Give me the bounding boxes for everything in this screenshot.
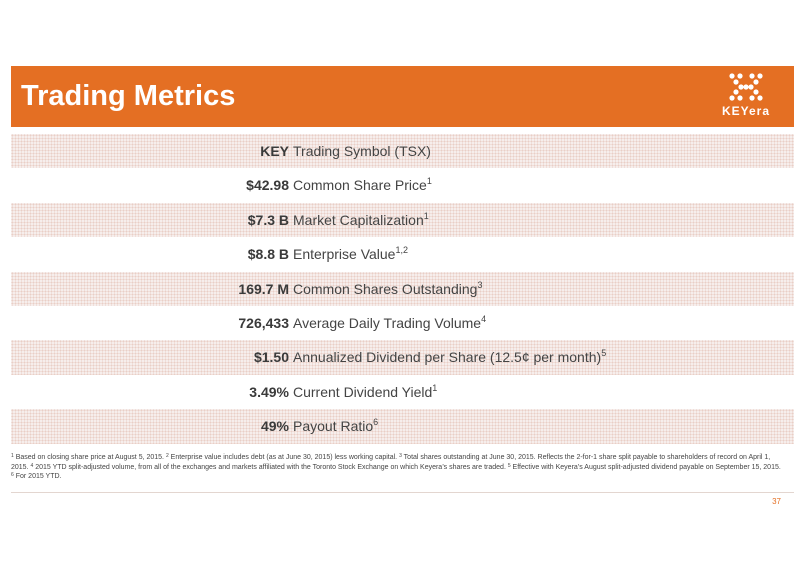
footnote-text: 2015 YTD split-adjusted volume, from all… <box>33 463 508 471</box>
footnotes: 1 Based on closing share price at August… <box>11 453 781 482</box>
footnote-text: Based on closing share price at August 5… <box>13 454 166 461</box>
metric-label-text: Common Shares Outstanding <box>293 280 478 297</box>
metric-label: Average Daily Trading Volume4 <box>293 306 486 340</box>
metric-label-text: Common Share Price <box>293 177 427 194</box>
metric-label-text: Current Dividend Yield <box>293 383 433 400</box>
footnote-text: Total shares outstanding at June 30, 201… <box>11 454 771 471</box>
trading-metrics-table: KEY Trading Symbol (TSX) $42.98 Common Shar… <box>11 134 794 444</box>
footnote-number: 6 <box>11 472 14 479</box>
footnote-ref: 1 <box>432 382 438 393</box>
footnote-text: For 2015 YTD. <box>13 473 62 481</box>
metric-label-text: Average Daily Trading Volume <box>293 314 482 331</box>
metric-value: 726,433 <box>238 314 289 331</box>
table-row: $7.3 B Market Capitalization1 <box>11 202 794 238</box>
metric-label: Enterprise Value1,2 <box>293 237 408 271</box>
table-row: 169.7 M Common Shares Outstanding3 <box>11 271 794 306</box>
metric-label: Market Capitalization1 <box>293 203 429 237</box>
metric-label-text: Trading Symbol (TSX) <box>293 143 431 159</box>
keyera-logo: KEYera <box>712 72 780 120</box>
table-row: KEY Trading Symbol (TSX) <box>11 134 794 169</box>
footnote-ref: 3 <box>477 279 483 290</box>
page-title: Trading Metrics <box>21 80 236 112</box>
footnote-number: 3 <box>399 453 402 459</box>
footnote-number: 4 <box>30 462 34 469</box>
footer-divider <box>11 492 794 493</box>
metric-label: Current Dividend Yield1 <box>293 375 437 409</box>
page-number: 37 <box>772 497 781 506</box>
metric-label: Common Shares Outstanding3 <box>293 272 482 306</box>
footnote-ref: 1,2 <box>395 245 408 256</box>
metric-value: $1.50 <box>253 349 289 366</box>
metric-label-text: Enterprise Value <box>293 246 396 263</box>
keyera-logo-icon <box>729 73 763 101</box>
metric-label: Payout Ratio6 <box>293 409 378 443</box>
footnote-number: 1 <box>11 453 14 459</box>
metric-label: Annualized Dividend per Share (12.5¢ per… <box>293 340 606 374</box>
metric-label-text: Annualized Dividend per Share (12.5¢ per… <box>293 349 602 366</box>
metric-label: Common Share Price1 <box>293 168 432 202</box>
footnote-ref: 1 <box>423 210 429 221</box>
metric-value: 169.7 M <box>238 280 289 297</box>
footnote-text: Enterprise value includes debt (as at Ju… <box>168 454 400 461</box>
metric-value: $42.98 <box>246 177 289 194</box>
table-row: 726,433 Average Daily Trading Volume4 <box>11 306 794 340</box>
metric-value: 3.49% <box>249 383 289 400</box>
metric-label: Trading Symbol (TSX) <box>293 134 431 168</box>
table-row: 3.49% Current Dividend Yield1 <box>11 375 794 409</box>
table-row: $8.8 B Enterprise Value1,2 <box>11 237 794 271</box>
footnote-ref: 4 <box>481 313 487 324</box>
metric-value: 49% <box>260 418 289 435</box>
metric-value: $7.3 B <box>247 211 289 228</box>
metric-value: KEY <box>260 143 289 159</box>
metric-value: $8.8 B <box>247 246 289 263</box>
table-row: $42.98 Common Share Price1 <box>11 168 794 202</box>
footnote-ref: 5 <box>601 348 607 359</box>
table-row: 49% Payout Ratio6 <box>11 409 794 444</box>
metric-label-text: Market Capitalization <box>293 211 424 228</box>
table-row: $1.50 Annualized Dividend per Share (12.5… <box>11 340 794 375</box>
footnote-ref: 6 <box>373 417 379 428</box>
footnote-ref: 1 <box>426 176 432 187</box>
footnote-text: Effective with Keyera’s August split-adj… <box>510 463 781 471</box>
logo-wordmark: KEYera <box>721 104 771 118</box>
footnote-number: 2 <box>165 453 169 459</box>
metric-label-text: Payout Ratio <box>293 418 374 435</box>
footnote-number: 5 <box>507 462 511 469</box>
title-bar: Trading Metrics KEYera <box>11 66 794 127</box>
